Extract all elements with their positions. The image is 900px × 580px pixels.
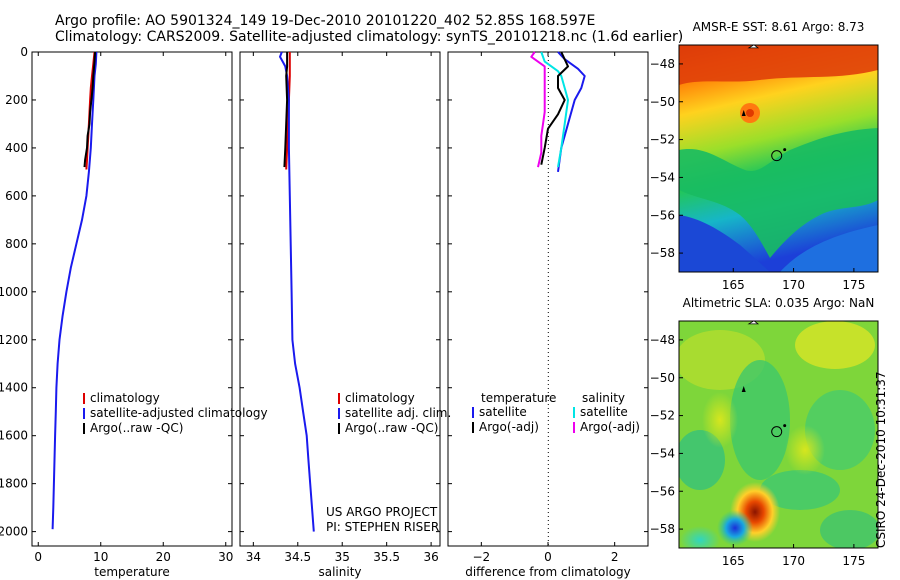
profile-title: Argo profile: AO 5901324_149 19-Dec-2010… — [55, 13, 596, 29]
sla-map-ytick-label: −54 — [650, 446, 675, 460]
depth-tick-label: 800 — [5, 237, 28, 251]
depth-tick-label: 1400 — [0, 381, 28, 395]
sst-map-island-marker — [741, 109, 746, 116]
sla-map-xtick-label: 165 — [722, 554, 745, 568]
sla-map-stewart-island-marker — [747, 320, 760, 325]
depth-tick-label: 200 — [5, 93, 28, 107]
sla-map — [679, 321, 878, 548]
sst-map-ytick-label: −54 — [650, 170, 675, 184]
temperature-xlabel: temperature — [94, 565, 169, 579]
temperature-xtick-label: 30 — [218, 550, 233, 564]
depth-tick-label: 0 — [20, 45, 28, 59]
sst-map-stewart-island-marker — [747, 44, 760, 49]
sst-map-float-marker — [771, 150, 783, 162]
depth-tick-label: 400 — [5, 141, 28, 155]
project-annotation: US ARGO PROJECT — [326, 505, 438, 519]
salinity-xlabel: salinity — [318, 565, 361, 579]
temperature-legend-label: Argo(..raw -QC) — [90, 421, 183, 435]
pi-annotation: PI: STEPHEN RISER — [326, 520, 439, 534]
depth-tick-label: 1000 — [0, 285, 28, 299]
sst-map-ytick-label: −50 — [650, 95, 675, 109]
sla-map-ytick-label: −48 — [650, 333, 675, 347]
salinity-legend-label: climatology — [345, 391, 415, 405]
difference-series-satellite — [557, 51, 586, 173]
difference-temperature-legend-label: satellite — [479, 405, 527, 419]
sla-map-ytick-label: −56 — [650, 484, 675, 498]
sst-map-xtick-label: 175 — [842, 278, 865, 292]
temperature-xtick-label: 0 — [34, 550, 42, 564]
sst-map-ytick-label: −56 — [650, 208, 675, 222]
salinity-panel-frame — [239, 51, 441, 547]
sla-map-ytick-label: −52 — [650, 409, 675, 423]
credit-stamp: CSIRO 24-Dec-2010 10:31:37 — [874, 371, 888, 548]
difference-temperature-legend-label: Argo(-adj) — [479, 420, 539, 434]
sst-map-xtick-label: 165 — [722, 278, 745, 292]
sla-map-xtick-label: 175 — [842, 554, 865, 568]
salinity-xtick-label: 34.5 — [284, 550, 311, 564]
difference-xlabel: difference from climatology — [465, 565, 631, 579]
climatology-subtitle: Climatology: CARS2009. Satellite-adjuste… — [55, 29, 684, 45]
difference-panel-frame — [447, 51, 649, 547]
salinity-xtick-label: 34 — [246, 550, 261, 564]
depth-tick-label: 1200 — [0, 333, 28, 347]
difference-xtick-label: −2 — [472, 550, 490, 564]
salinity-xtick-label: 35.5 — [373, 550, 400, 564]
difference-xtick-label: 2 — [611, 550, 619, 564]
depth-tick-label: 1800 — [0, 477, 28, 491]
salinity-xtick-label: 35 — [335, 550, 350, 564]
difference-legend-title-temperature: temperature — [481, 391, 556, 405]
salinity-legend-label: Argo(..raw -QC) — [345, 421, 438, 435]
difference-salinity-legend-label: Argo(-adj) — [580, 420, 640, 434]
sla-map-ytick-label: −50 — [650, 371, 675, 385]
sla-map-xtick-label: 170 — [782, 554, 805, 568]
sla-map-island-marker — [741, 385, 746, 392]
difference-xtick-label: 0 — [544, 550, 552, 564]
depth-tick-label: 1600 — [0, 429, 28, 443]
salinity-legend-label: satellite adj. clim. — [345, 406, 451, 420]
sla-map-ytick-label: −58 — [650, 522, 675, 536]
sla-map-title: Altimetric SLA: 0.035 Argo: NaN — [683, 296, 875, 310]
sst-map-ytick-label: −52 — [650, 133, 675, 147]
difference-series-argo-adj- — [530, 51, 546, 168]
difference-series-argo-adj- — [540, 51, 569, 165]
difference-salinity-legend-label: satellite — [580, 405, 628, 419]
sst-map-title: AMSR-E SST: 8.61 Argo: 8.73 — [693, 20, 865, 34]
sst-map-float-track-dot — [783, 148, 787, 152]
difference-series-satellite — [540, 51, 569, 168]
temperature-legend-label: climatology — [90, 391, 160, 405]
temperature-series-argo-raw-qc- — [83, 51, 97, 168]
sla-map-frame — [678, 320, 879, 549]
depth-tick-label: 2000 — [0, 525, 28, 539]
sst-map-ytick-label: −58 — [650, 246, 675, 260]
sst-map — [679, 45, 878, 272]
temperature-xtick-label: 20 — [156, 550, 171, 564]
depth-tick-label: 600 — [5, 189, 28, 203]
sst-map-ytick-label: −48 — [650, 57, 675, 71]
sst-map-xtick-label: 170 — [782, 278, 805, 292]
sst-map-frame — [678, 44, 879, 273]
temperature-legend-label: satellite-adjusted climatology — [90, 406, 268, 420]
sla-map-float-track-dot — [783, 424, 787, 428]
salinity-series-argo-raw-qc- — [283, 52, 289, 168]
temperature-panel-frame — [31, 51, 233, 547]
salinity-xtick-label: 36 — [423, 550, 438, 564]
salinity-series-satellite-adj-clim- — [279, 51, 315, 532]
sla-map-float-marker — [771, 426, 783, 438]
difference-legend-title-salinity: salinity — [582, 391, 625, 405]
temperature-series-satellite-adjusted-climatology — [51, 51, 98, 530]
temperature-xtick-label: 10 — [93, 550, 108, 564]
